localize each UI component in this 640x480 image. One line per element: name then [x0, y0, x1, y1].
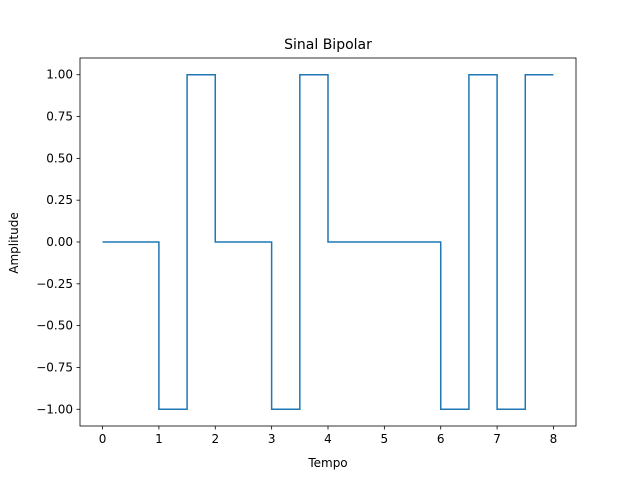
x-tick-label: 8	[550, 432, 558, 446]
y-tick-label: −1.00	[36, 402, 73, 416]
x-tick-label: 6	[437, 432, 445, 446]
x-axis-label: Tempo	[307, 456, 347, 470]
x-tick-label: 0	[99, 432, 107, 446]
x-tick-label: 5	[381, 432, 389, 446]
y-tick-label: 0.75	[46, 110, 73, 124]
y-tick-label: 0.00	[46, 235, 73, 249]
y-tick-label: −0.75	[36, 360, 73, 374]
series-line-0	[102, 73, 554, 411]
y-tick-label: 0.50	[46, 151, 73, 165]
x-tick-label: 1	[155, 432, 163, 446]
y-tick-label: −0.50	[36, 319, 73, 333]
y-axis: 1.00 0.75 0.50 0.25 0.00 −0.25 −0.50 −0.75 −1.00	[36, 68, 80, 416]
chart-title: Sinal Bipolar	[284, 37, 372, 53]
x-tick-label: 4	[324, 432, 332, 446]
y-axis-label: Amplitude	[7, 212, 21, 274]
y-tick-label: 1.00	[46, 68, 73, 82]
x-tick-label: 3	[268, 432, 276, 446]
x-tick-label: 7	[493, 432, 501, 446]
y-tick-label: 0.25	[46, 193, 73, 207]
x-tick-label: 2	[211, 432, 219, 446]
x-axis: 0 1 2 3 4 5 6 7 8	[99, 426, 558, 446]
y-tick-label: −0.25	[36, 277, 73, 291]
